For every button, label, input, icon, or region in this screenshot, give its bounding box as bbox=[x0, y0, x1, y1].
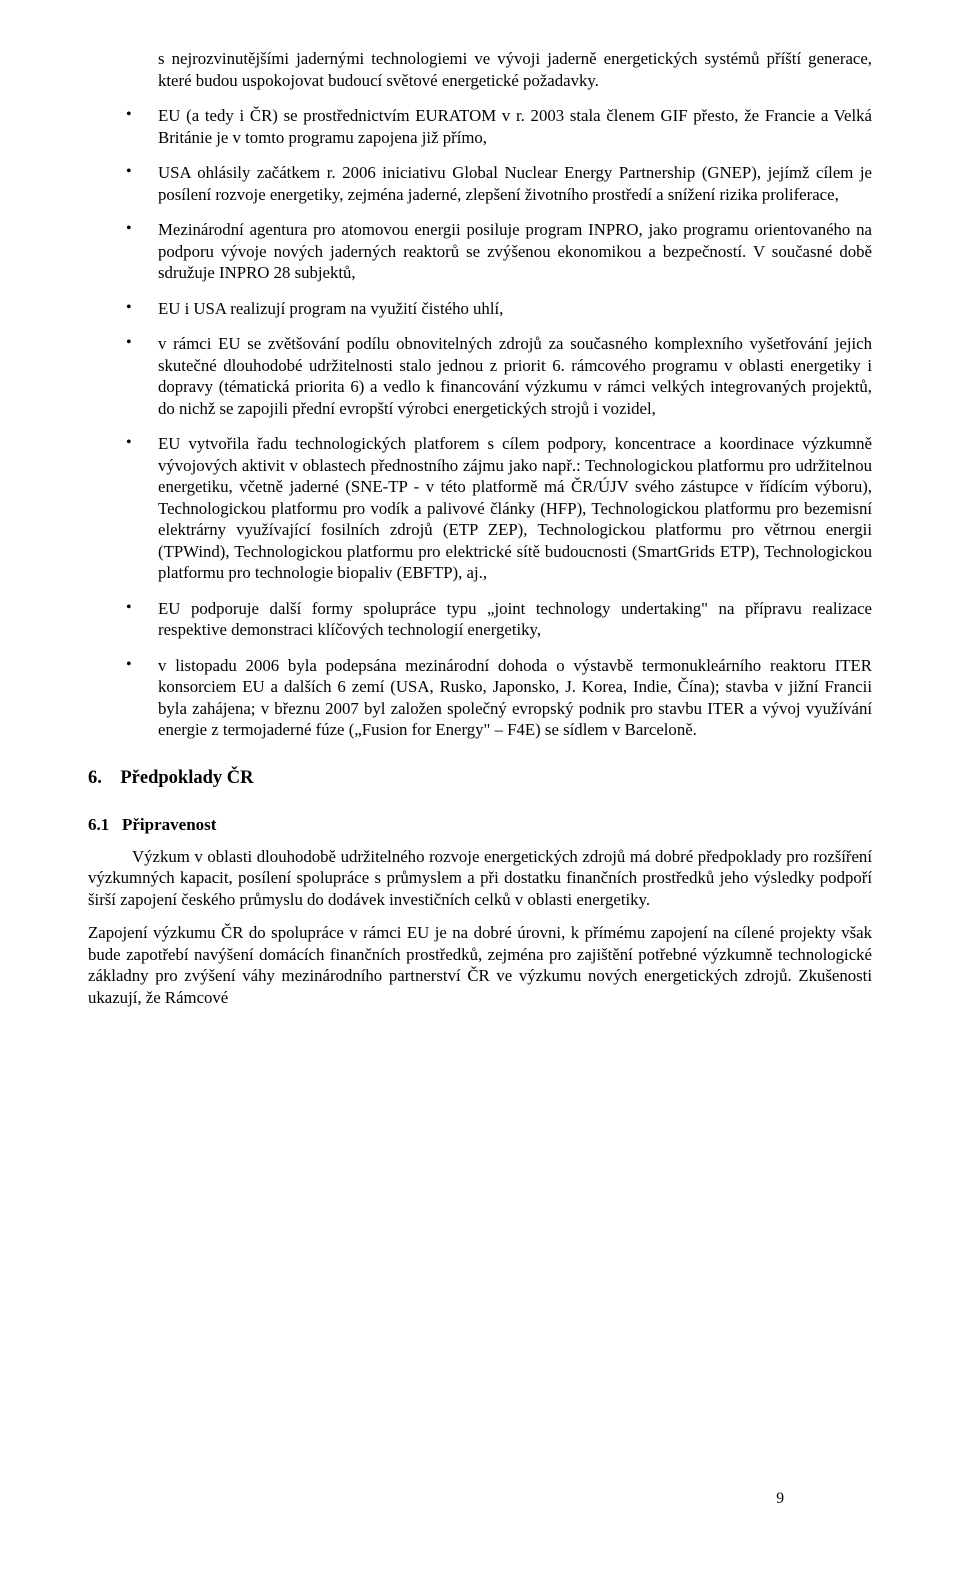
bullet-text: v rámci EU se zvětšování podílu obnovite… bbox=[158, 333, 872, 419]
list-item: • EU (a tedy i ČR) se prostřednictvím EU… bbox=[126, 105, 872, 148]
subsection-title: Připravenost bbox=[122, 815, 216, 834]
body-paragraph: Výzkum v oblasti dlouhodobě udržitelného… bbox=[88, 846, 872, 911]
subsection-heading: 6.1 Připravenost bbox=[88, 814, 872, 836]
section-heading: 6. Předpoklady ČR bbox=[88, 767, 872, 791]
bullet-icon: • bbox=[126, 333, 158, 419]
list-item: • EU podporuje další formy spolupráce ty… bbox=[126, 598, 872, 641]
document-page: s nejrozvinutějšími jadernými technologi… bbox=[88, 48, 872, 1537]
bullet-icon: • bbox=[126, 298, 158, 320]
intro-paragraph: s nejrozvinutějšími jadernými technologi… bbox=[158, 48, 872, 91]
subsection-number: 6.1 bbox=[88, 815, 109, 834]
page-number: 9 bbox=[776, 1489, 784, 1509]
bullet-icon: • bbox=[126, 433, 158, 584]
list-item: • USA ohlásily začátkem r. 2006 iniciati… bbox=[126, 162, 872, 205]
section-number: 6. bbox=[88, 768, 102, 788]
list-item: • v listopadu 2006 byla podepsána meziná… bbox=[126, 655, 872, 741]
list-item: • Mezinárodní agentura pro atomovou ener… bbox=[126, 219, 872, 284]
body-paragraph: Zapojení výzkumu ČR do spolupráce v rámc… bbox=[88, 922, 872, 1008]
bullet-text: USA ohlásily začátkem r. 2006 iniciativu… bbox=[158, 162, 872, 205]
section-title: Předpoklady ČR bbox=[120, 768, 253, 788]
bullet-icon: • bbox=[126, 105, 158, 148]
bullet-text: EU (a tedy i ČR) se prostřednictvím EURA… bbox=[158, 105, 872, 148]
bullet-icon: • bbox=[126, 219, 158, 284]
bullet-icon: • bbox=[126, 162, 158, 205]
list-item: • EU i USA realizují program na využití … bbox=[126, 298, 872, 320]
bullet-text: EU podporuje další formy spolupráce typu… bbox=[158, 598, 872, 641]
bullet-icon: • bbox=[126, 598, 158, 641]
list-item: • EU vytvořila řadu technologických plat… bbox=[126, 433, 872, 584]
bullet-list: • EU (a tedy i ČR) se prostřednictvím EU… bbox=[126, 105, 872, 741]
bullet-text: v listopadu 2006 byla podepsána mezináro… bbox=[158, 655, 872, 741]
list-item: • v rámci EU se zvětšování podílu obnovi… bbox=[126, 333, 872, 419]
bullet-text: EU i USA realizují program na využití či… bbox=[158, 298, 872, 320]
bullet-text: Mezinárodní agentura pro atomovou energi… bbox=[158, 219, 872, 284]
bullet-text: EU vytvořila řadu technologických platfo… bbox=[158, 433, 872, 584]
bullet-icon: • bbox=[126, 655, 158, 741]
